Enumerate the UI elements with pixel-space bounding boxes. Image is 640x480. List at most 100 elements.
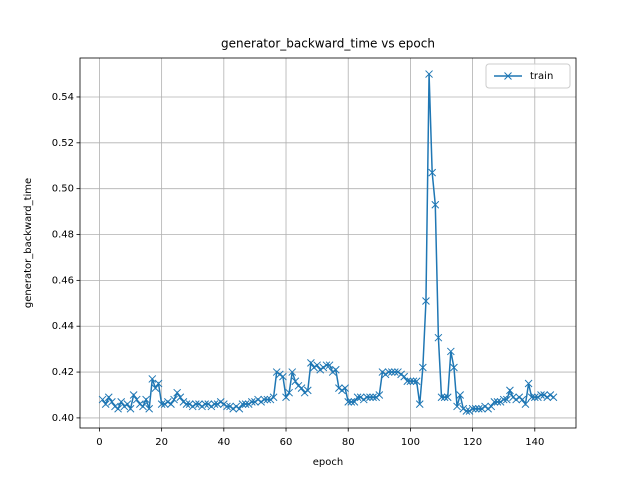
point-marker (530, 393, 539, 402)
point-marker (487, 402, 496, 411)
point-marker (478, 404, 486, 413)
point-marker (232, 402, 241, 411)
point-marker (366, 393, 374, 402)
y-tick-label: 0.48 (52, 230, 74, 241)
point-marker (163, 398, 172, 406)
point-marker (512, 395, 520, 404)
point-marker (229, 404, 238, 413)
point-marker (549, 393, 558, 402)
point-marker (437, 393, 446, 402)
point-marker (244, 400, 253, 409)
point-marker (226, 402, 234, 411)
point-marker (465, 407, 474, 415)
point-marker (543, 393, 552, 402)
point-marker (157, 400, 166, 409)
point-marker (537, 391, 545, 399)
point-marker (415, 400, 424, 409)
point-marker (148, 375, 157, 383)
point-marker (179, 398, 188, 406)
x-tick-label: 100 (401, 437, 420, 448)
x-tick-label: 60 (280, 437, 293, 448)
point-marker (247, 398, 256, 406)
point-marker (493, 398, 502, 406)
x-tick-label: 120 (463, 437, 482, 448)
y-tick-label: 0.54 (52, 92, 74, 103)
point-marker (484, 404, 493, 413)
point-marker (353, 393, 362, 402)
point-marker (316, 365, 325, 374)
point-marker (527, 393, 536, 402)
point-marker (257, 398, 265, 406)
point-marker (372, 393, 381, 402)
point-marker (521, 400, 530, 409)
point-marker (453, 402, 461, 411)
point-marker (496, 398, 505, 406)
point-marker (191, 400, 200, 409)
point-marker (182, 400, 191, 409)
point-marker (139, 402, 147, 411)
point-marker (387, 368, 396, 376)
point-marker (188, 402, 197, 411)
point-marker (126, 404, 135, 413)
point-marker (325, 361, 334, 370)
point-marker (319, 363, 328, 372)
point-marker (518, 395, 527, 404)
point-marker (431, 200, 440, 209)
point-marker (406, 377, 415, 386)
point-marker (266, 395, 275, 404)
y-tick-label: 0.46 (52, 275, 74, 286)
point-marker (450, 363, 458, 372)
point-marker (509, 393, 517, 402)
point-marker (443, 393, 452, 402)
point-marker (114, 404, 122, 413)
point-marker (425, 70, 433, 78)
point-marker (254, 395, 262, 404)
point-marker (142, 395, 150, 404)
point-marker (104, 393, 113, 402)
point-marker (499, 395, 508, 404)
x-tick-label: 40 (217, 437, 230, 448)
point-marker (428, 168, 437, 177)
point-marker (397, 370, 405, 379)
point-marker (108, 398, 116, 406)
point-marker (117, 398, 126, 406)
point-marker (238, 400, 247, 409)
point-marker (515, 393, 524, 402)
point-marker (313, 361, 321, 370)
point-marker (391, 368, 399, 376)
point-marker (462, 407, 471, 415)
point-marker (359, 395, 368, 404)
point-marker (394, 368, 402, 376)
point-marker (456, 391, 465, 399)
y-tick-label: 0.52 (52, 138, 74, 149)
point-marker (307, 359, 315, 367)
point-marker (331, 365, 340, 374)
point-marker (347, 398, 356, 406)
point-marker (378, 368, 387, 376)
point-marker (173, 388, 182, 397)
x-axis-label: epoch (313, 457, 343, 468)
point-marker (282, 393, 290, 402)
point-marker (384, 368, 393, 376)
point-marker (160, 400, 169, 409)
point-marker (409, 377, 418, 386)
point-marker (251, 398, 259, 406)
point-marker (260, 395, 269, 404)
point-marker (350, 398, 359, 406)
point-marker (123, 400, 132, 409)
point-marker (269, 393, 278, 402)
point-marker (356, 393, 365, 402)
point-marker (275, 370, 284, 379)
point-marker (434, 333, 443, 342)
point-marker (111, 402, 119, 411)
point-marker (198, 402, 206, 411)
y-tick-label: 0.40 (52, 413, 74, 424)
point-marker (524, 379, 533, 388)
point-marker (145, 404, 154, 413)
point-marker (204, 400, 213, 409)
y-tick-label: 0.42 (52, 367, 74, 378)
point-marker (412, 377, 421, 386)
point-marker (338, 386, 346, 395)
point-marker (120, 402, 129, 411)
point-marker (502, 395, 511, 404)
